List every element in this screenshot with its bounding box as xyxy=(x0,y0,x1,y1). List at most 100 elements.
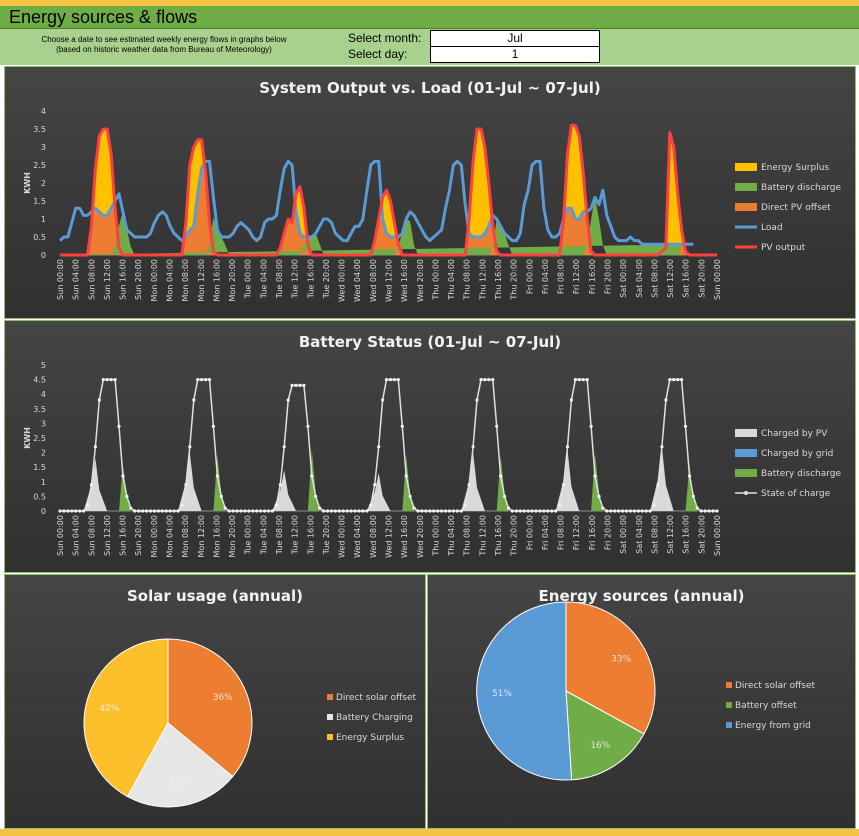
state-of-charge-marker xyxy=(668,378,672,382)
state-of-charge-marker xyxy=(286,398,290,402)
state-of-charge-marker xyxy=(215,474,219,478)
state-of-charge-marker xyxy=(231,509,235,513)
state-of-charge-marker xyxy=(392,378,396,382)
state-of-charge-marker xyxy=(341,509,345,513)
state-of-charge-marker xyxy=(82,509,86,513)
state-of-charge-marker xyxy=(381,398,385,402)
legend-label: Load xyxy=(761,223,783,233)
state-of-charge-marker xyxy=(510,509,514,513)
x-tick-label: Sun 00:00 xyxy=(713,259,722,300)
state-of-charge-marker xyxy=(66,509,70,513)
state-of-charge-marker xyxy=(680,378,684,382)
x-tick-label: Sat 08:00 xyxy=(650,515,659,554)
section-title-bar: Energy sources & flows xyxy=(0,6,859,29)
state-of-charge-marker xyxy=(428,509,432,513)
state-of-charge-marker xyxy=(184,483,188,487)
state-of-charge-marker xyxy=(471,445,475,449)
y-tick-label: 2 xyxy=(41,179,46,188)
x-tick-label: Mon 12:00 xyxy=(197,259,206,301)
state-of-charge-marker xyxy=(514,509,518,513)
y-tick-label: 0.5 xyxy=(33,233,46,242)
x-tick-label: Tue 00:00 xyxy=(244,515,253,555)
state-of-charge-marker xyxy=(58,509,62,513)
date-selector-bar: Choose a date to see estimated weekly en… xyxy=(0,29,859,65)
x-tick-label: Thu 12:00 xyxy=(478,259,487,301)
state-of-charge-marker xyxy=(156,509,160,513)
legend-swatch xyxy=(726,682,732,688)
state-of-charge-marker xyxy=(550,509,554,513)
x-tick-label: Wed 20:00 xyxy=(416,515,425,558)
state-of-charge-marker xyxy=(479,378,483,382)
state-of-charge-marker xyxy=(542,509,546,513)
state-of-charge-marker xyxy=(345,509,349,513)
charged-by-pv-area xyxy=(650,446,674,511)
month-label: Select month: xyxy=(348,31,422,45)
legend-label: Battery discharge xyxy=(761,183,841,193)
energy-sources-chart: Energy sources (annual) 33% 16% 51% Direct s… xyxy=(476,587,816,781)
x-tick-label: Tue 20:00 xyxy=(322,259,331,299)
legend-label: Direct solar offset xyxy=(336,693,417,703)
month-select[interactable]: Jul xyxy=(430,30,600,47)
instruction-line-2: (based on historic weather data from Bur… xyxy=(56,45,272,54)
state-of-charge-marker xyxy=(506,506,511,510)
x-tick-label: Tue 08:00 xyxy=(275,259,284,299)
x-tick-label: Sat 16:00 xyxy=(682,515,691,554)
state-of-charge-marker xyxy=(636,509,640,513)
state-of-charge-marker xyxy=(424,509,428,513)
x-tick-label: Sun 08:00 xyxy=(87,259,96,300)
charged-by-pv-area xyxy=(555,449,580,511)
battery-discharge-area xyxy=(60,197,694,255)
x-tick-label: Sat 20:00 xyxy=(697,515,706,554)
x-tick-label: Wed 04:00 xyxy=(353,515,362,558)
x-tick-label: Thu 12:00 xyxy=(478,515,487,557)
state-of-charge-marker xyxy=(176,509,180,513)
state-of-charge-marker xyxy=(436,509,440,513)
state-of-charge-marker xyxy=(101,378,105,382)
state-of-charge-marker xyxy=(455,509,459,513)
x-tick-label: Sat 12:00 xyxy=(666,515,675,554)
state-of-charge-marker xyxy=(290,383,294,387)
x-tick-label: Sat 16:00 xyxy=(682,259,691,298)
x-tick-label: Mon 16:00 xyxy=(212,515,221,557)
y-tick-label: 2.5 xyxy=(33,161,46,170)
x-tick-label: Wed 08:00 xyxy=(369,259,378,302)
state-of-charge-marker xyxy=(546,509,550,513)
x-tick-label: Sun 12:00 xyxy=(103,515,112,556)
state-of-charge-marker xyxy=(125,494,129,498)
x-tick-label: Tue 08:00 xyxy=(275,515,284,555)
state-of-charge-marker xyxy=(538,509,542,513)
x-tick-label: Sun 20:00 xyxy=(134,259,143,300)
state-of-charge-marker xyxy=(329,509,334,513)
state-of-charge-marker xyxy=(400,424,404,428)
state-of-charge-marker xyxy=(278,483,282,487)
state-of-charge-marker xyxy=(318,506,322,510)
legend-label: Energy Surplus xyxy=(761,163,829,173)
state-of-charge-marker xyxy=(172,509,176,513)
legend-label: State of charge xyxy=(761,489,831,499)
state-of-charge-marker xyxy=(121,474,125,478)
x-tick-label: Mon 08:00 xyxy=(181,259,190,301)
x-tick-label: Sun 08:00 xyxy=(87,515,96,556)
state-of-charge-marker xyxy=(160,509,164,513)
state-of-charge-marker xyxy=(255,509,259,513)
x-tick-label: Thu 00:00 xyxy=(431,515,440,557)
day-select[interactable]: 1 xyxy=(430,46,600,63)
state-of-charge-marker xyxy=(440,509,444,513)
state-of-charge-marker xyxy=(530,509,534,513)
state-of-charge-marker xyxy=(89,483,94,487)
state-of-charge-marker xyxy=(554,509,558,513)
x-tick-label: Fri 08:00 xyxy=(557,515,566,550)
state-of-charge-marker xyxy=(703,509,707,513)
x-tick-label: Fri 04:00 xyxy=(541,259,550,294)
legend-swatch xyxy=(327,734,333,740)
state-of-charge-marker xyxy=(404,474,408,478)
state-of-charge-marker xyxy=(282,445,286,449)
x-tick-label: Sun 04:00 xyxy=(72,259,81,300)
state-of-charge-marker xyxy=(562,483,566,487)
state-of-charge-marker xyxy=(687,474,692,478)
y-tick-label: 2 xyxy=(41,449,46,458)
x-tick-label: Fri 16:00 xyxy=(588,515,597,550)
state-of-charge-marker xyxy=(133,509,137,513)
state-of-charge-marker xyxy=(148,509,153,513)
state-of-charge-marker xyxy=(266,509,271,513)
